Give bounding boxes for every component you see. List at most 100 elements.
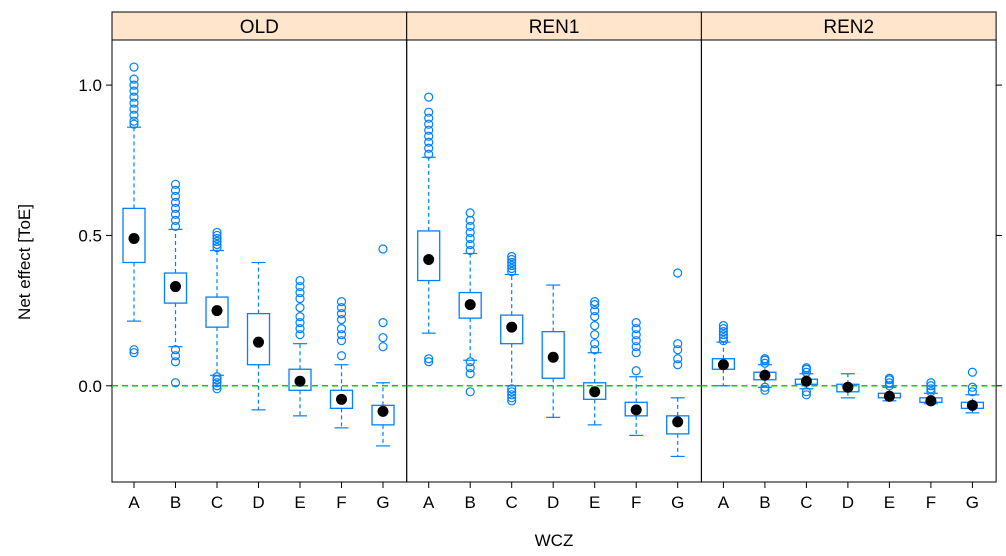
- outlier-point: [212, 378, 222, 388]
- outlier-point: [129, 86, 139, 96]
- outlier-point: [129, 345, 139, 355]
- panels: [111, 39, 997, 483]
- box-rect: [329, 389, 354, 409]
- x-tick-label: F: [336, 493, 346, 512]
- x-tick-label: C: [211, 493, 223, 512]
- box-rect: [624, 401, 648, 417]
- outlier-point: [590, 296, 600, 307]
- box-rect: [288, 368, 312, 391]
- y-tick-label: 0.5: [78, 226, 102, 245]
- box-ren2-e: [877, 373, 902, 402]
- box-old-g: [371, 244, 395, 447]
- x-tick-label: F: [926, 493, 936, 512]
- outlier-point: [884, 378, 895, 388]
- outlier-point: [631, 324, 641, 334]
- x-tick-label: A: [423, 493, 435, 512]
- x-tick-label: G: [376, 493, 389, 512]
- outlier-point: [465, 233, 475, 244]
- outlier-point: [590, 312, 600, 322]
- outlier-point: [295, 281, 305, 292]
- x-tick-label: C: [800, 493, 812, 512]
- outlier-point: [170, 357, 181, 367]
- outlier-point: [129, 62, 139, 72]
- outlier-point: [760, 354, 770, 364]
- outlier-point: [465, 239, 475, 250]
- outlier-point: [760, 358, 770, 368]
- outlier-point: [673, 268, 683, 278]
- outlier-point: [718, 327, 729, 337]
- panel-strips: OLD REN1 REN2: [111, 11, 997, 41]
- outlier-point: [718, 330, 729, 340]
- x-tick-label: G: [966, 493, 979, 512]
- outlier-point: [507, 263, 517, 274]
- outlier-point: [631, 366, 641, 376]
- outlier-point: [465, 227, 475, 238]
- outlier-point: [465, 245, 475, 256]
- outlier-point: [170, 221, 181, 232]
- box-rect: [500, 314, 524, 345]
- outlier-point: [336, 336, 347, 346]
- outlier-point: [718, 324, 729, 334]
- outlier-point: [507, 257, 517, 268]
- outlier-point: [465, 357, 475, 367]
- box-ren2-f: [919, 378, 943, 407]
- outlier-point: [465, 363, 475, 373]
- outlier-point: [212, 381, 222, 391]
- outlier-point: [378, 318, 388, 328]
- box-rect: [583, 382, 607, 400]
- panel-ren1: [406, 39, 702, 483]
- x-tick-label: D: [547, 493, 559, 512]
- outlier-point: [507, 254, 517, 265]
- outlier-point: [424, 107, 434, 117]
- outlier-point: [295, 324, 305, 334]
- outlier-point: [590, 299, 600, 310]
- outlier-point: [295, 330, 305, 340]
- outlier-point: [212, 242, 222, 253]
- median-dot: [672, 416, 684, 428]
- outlier-point: [336, 351, 347, 361]
- box-ren1-c: [500, 251, 524, 406]
- outlier-point: [967, 367, 978, 377]
- outlier-point: [129, 92, 139, 102]
- median-dot: [800, 375, 812, 387]
- outlier-point: [884, 373, 895, 383]
- outlier-point: [673, 360, 683, 370]
- box-old-e: [288, 275, 312, 417]
- outlier-point: [378, 342, 388, 352]
- outlier-point: [212, 375, 222, 385]
- outlier-point: [212, 230, 222, 241]
- outlier-point: [295, 287, 305, 298]
- outlier-point: [170, 351, 181, 361]
- outlier-point: [212, 239, 222, 250]
- outlier-point: [336, 315, 347, 325]
- outlier-point: [465, 208, 475, 218]
- outlier-point: [170, 215, 181, 226]
- outlier-point: [967, 387, 978, 397]
- outlier-point: [336, 296, 347, 307]
- box-rect: [541, 331, 565, 379]
- outlier-point: [295, 275, 305, 286]
- median-dot: [630, 404, 642, 416]
- outlier-point: [212, 372, 222, 382]
- outlier-point: [673, 339, 683, 349]
- outlier-point: [760, 385, 770, 395]
- outlier-point: [129, 110, 139, 120]
- outlier-point: [424, 131, 434, 141]
- outlier-point: [801, 363, 812, 373]
- strip-label-ren1: REN1: [529, 17, 580, 38]
- outlier-point: [590, 330, 600, 340]
- outlier-point: [129, 348, 139, 358]
- outlier-point: [465, 369, 475, 379]
- outlier-point: [336, 303, 347, 313]
- strip-label-old: OLD: [240, 17, 279, 38]
- outlier-point: [212, 384, 222, 394]
- outlier-point: [424, 113, 434, 123]
- outlier-point: [718, 333, 729, 343]
- outlier-point: [424, 354, 434, 364]
- outlier-point: [212, 233, 222, 244]
- outlier-point: [295, 312, 305, 322]
- box-ren2-b: [753, 354, 777, 395]
- y-tick-label: 1.0: [78, 76, 102, 95]
- outlier-point: [129, 98, 139, 108]
